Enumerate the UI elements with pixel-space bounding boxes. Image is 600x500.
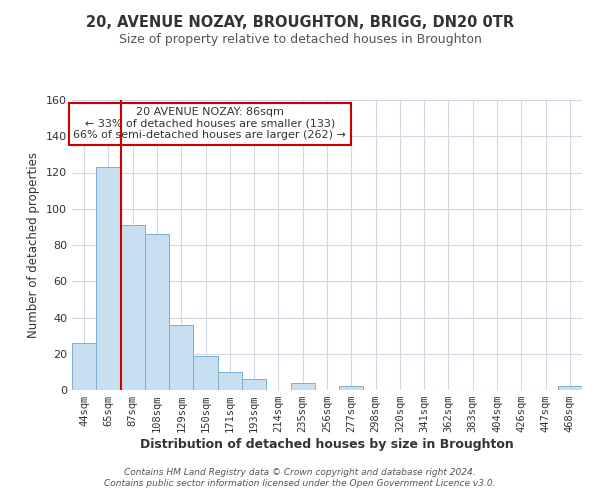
Bar <box>218 372 242 390</box>
Bar <box>339 386 364 390</box>
Text: 20, AVENUE NOZAY, BROUGHTON, BRIGG, DN20 0TR: 20, AVENUE NOZAY, BROUGHTON, BRIGG, DN20… <box>86 15 514 30</box>
Text: Size of property relative to detached houses in Broughton: Size of property relative to detached ho… <box>119 32 481 46</box>
Bar <box>96 167 121 390</box>
Bar <box>242 379 266 390</box>
Bar <box>558 386 582 390</box>
Bar <box>121 225 145 390</box>
Bar <box>290 383 315 390</box>
Bar <box>72 343 96 390</box>
X-axis label: Distribution of detached houses by size in Broughton: Distribution of detached houses by size … <box>140 438 514 451</box>
Y-axis label: Number of detached properties: Number of detached properties <box>28 152 40 338</box>
Text: Contains HM Land Registry data © Crown copyright and database right 2024.
Contai: Contains HM Land Registry data © Crown c… <box>104 468 496 487</box>
Bar <box>169 325 193 390</box>
Text: 20 AVENUE NOZAY: 86sqm
← 33% of detached houses are smaller (133)
66% of semi-de: 20 AVENUE NOZAY: 86sqm ← 33% of detached… <box>73 108 346 140</box>
Bar <box>145 234 169 390</box>
Bar <box>193 356 218 390</box>
